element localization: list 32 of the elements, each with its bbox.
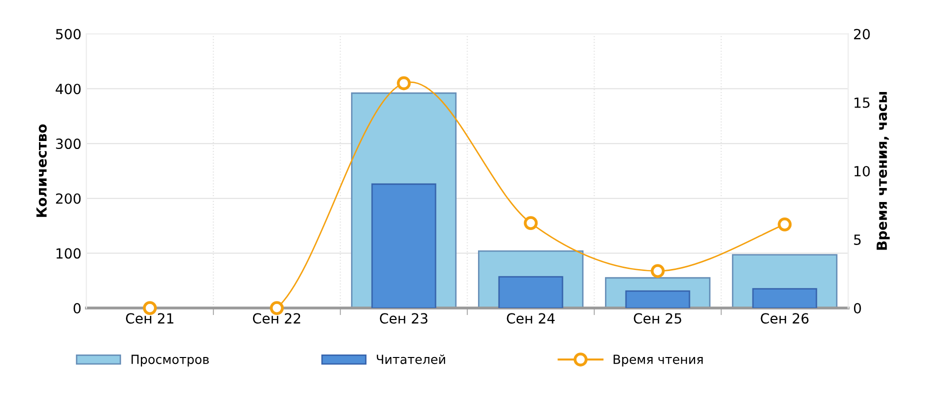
y-tick-label: 0 [74,302,81,314]
legend-label: Время чтения [614,354,703,366]
y-tick-label: 300 [56,138,81,150]
point [270,301,284,315]
y-axis-title: Количество [36,124,47,217]
y-tick-label: 200 [56,193,81,204]
point [650,264,665,278]
y2-tick-label: 20 [854,28,870,40]
bar [752,288,818,308]
x-tick-label: Сен 25 [634,313,682,324]
bar [498,276,564,308]
legend-label: Читателей [376,354,446,364]
bar [625,290,690,308]
y2-tick-label: 15 [854,98,870,108]
x-tick-label: Сен 22 [252,313,300,324]
x-tick-label: Сен 21 [126,313,174,324]
y-tick-label: 100 [56,248,81,259]
point [778,217,792,232]
legend-label: Просмотров [132,354,209,366]
y2-axis-title: Время чтения, часы [876,92,890,250]
x-tick-label: Сен 23 [380,313,428,324]
x-tick-label: Сен 26 [760,313,809,324]
x-tick-label: Сен 24 [506,313,555,324]
y-tick-label: 500 [56,28,81,40]
point [142,301,157,315]
point [396,76,411,90]
point [524,216,538,230]
y2-tick-label: 0 [854,302,861,314]
y-tick-label: 400 [56,84,81,94]
y2-tick-label: 10 [854,166,870,176]
y2-tick-label: 5 [854,234,861,245]
bar [371,183,436,308]
